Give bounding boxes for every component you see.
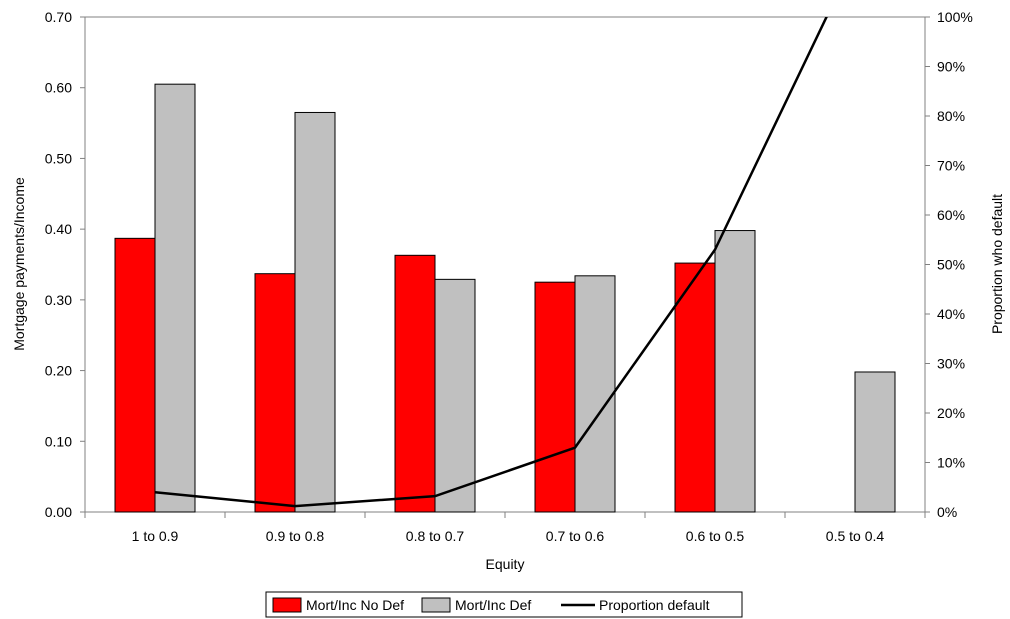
y2-axis-title: Proportion who default	[989, 194, 1005, 334]
left-tick-label: 0.30	[45, 292, 72, 308]
x-tick-label: 0.5 to 0.4	[826, 528, 885, 544]
right-tick-label: 50%	[937, 257, 965, 273]
legend-box	[265, 591, 743, 618]
legend-label-0: Mort/Inc No Def	[306, 597, 404, 613]
bar-no-def-2	[394, 254, 436, 513]
bar-def-4	[714, 230, 756, 513]
x-tick-label: 0.7 to 0.6	[546, 528, 605, 544]
legend: Mort/Inc No Def Mort/Inc Def Proportion de…	[265, 591, 743, 618]
right-tick-label: 20%	[937, 405, 965, 421]
bar-def-2	[434, 278, 476, 513]
bar-no-def-0	[114, 237, 156, 513]
legend-label-1: Mort/Inc Def	[455, 597, 531, 613]
right-tick-label: 70%	[937, 158, 965, 174]
left-tick-label: 0.10	[45, 433, 72, 449]
legend-swatch-1	[421, 597, 451, 613]
right-tick-label: 90%	[937, 59, 965, 75]
right-tick-label: 100%	[937, 9, 973, 25]
legend-label-2: Proportion default	[599, 597, 710, 613]
x-tick-label: 0.6 to 0.5	[686, 528, 745, 544]
bar-no-def-4	[674, 262, 716, 513]
line-proportion-default	[154, 17, 828, 508]
x-axis-title: Equity	[486, 556, 525, 572]
bar-def-1	[294, 111, 336, 513]
x-tick-label: 1 to 0.9	[132, 528, 179, 544]
x-tick-label: 0.8 to 0.7	[406, 528, 465, 544]
bar-no-def-3	[534, 281, 576, 513]
left-tick-label: 0.70	[45, 9, 72, 25]
legend-swatch-0	[272, 597, 302, 613]
right-tick-label: 60%	[937, 207, 965, 223]
bar-no-def-1	[254, 273, 296, 513]
x-tick-label: 0.9 to 0.8	[266, 528, 325, 544]
y-axis-title: Mortgage payments/Income	[11, 177, 27, 351]
right-tick-label: 10%	[937, 455, 965, 471]
left-tick-label: 0.50	[45, 150, 72, 166]
plot-area	[84, 16, 926, 513]
left-tick-label: 0.60	[45, 80, 72, 96]
bar-def-3	[574, 275, 616, 513]
left-tick-label: 0.40	[45, 221, 72, 237]
right-tick-label: 80%	[937, 108, 965, 124]
bar-def-5	[854, 371, 896, 513]
right-tick-label: 30%	[937, 356, 965, 372]
right-tick-label: 40%	[937, 306, 965, 322]
left-tick-label: 0.00	[45, 504, 72, 520]
bar-def-0	[154, 83, 196, 513]
right-tick-label: 0%	[937, 504, 957, 520]
left-tick-label: 0.20	[45, 363, 72, 379]
